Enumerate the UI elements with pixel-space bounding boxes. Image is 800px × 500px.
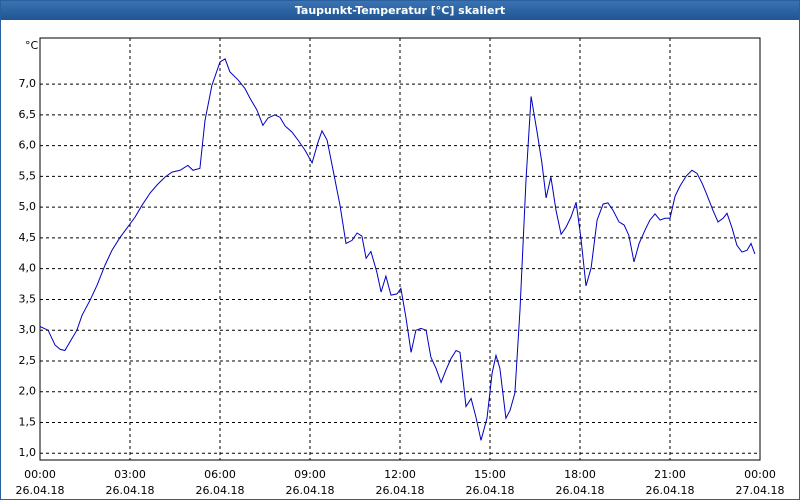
x-tick-date: 26.04.18 — [646, 484, 695, 497]
x-tick-date: 26.04.18 — [196, 484, 245, 497]
y-tick-label: 5,5 — [19, 169, 37, 182]
x-tick-date: 26.04.18 — [556, 484, 605, 497]
x-tick-date: 26.04.18 — [376, 484, 425, 497]
y-tick-label: 4,5 — [19, 231, 37, 244]
x-tick-label: 21:00 — [654, 468, 686, 481]
x-tick-label: 15:00 — [474, 468, 506, 481]
y-tick-label: 1,0 — [19, 446, 37, 459]
y-tick-label: 2,5 — [19, 354, 37, 367]
x-tick-date: 26.04.18 — [286, 484, 335, 497]
x-tick-label: 06:00 — [204, 468, 236, 481]
y-tick-label: 3,5 — [19, 292, 37, 305]
y-tick-label: 3,0 — [19, 323, 37, 336]
x-tick-date: 27.04.18 — [736, 484, 785, 497]
data-line — [39, 58, 756, 441]
x-tick-label: 03:00 — [114, 468, 146, 481]
x-tick-date: 26.04.18 — [16, 484, 65, 497]
y-tick-label: 4,0 — [19, 262, 37, 275]
x-tick-label: 12:00 — [384, 468, 416, 481]
x-tick-label: 00:00 — [24, 468, 56, 481]
x-tick-label: 18:00 — [564, 468, 596, 481]
y-tick-label: 6,5 — [19, 108, 37, 121]
y-tick-label: 1,5 — [19, 415, 37, 428]
x-tick-label: 00:00 — [744, 468, 776, 481]
x-tick-date: 26.04.18 — [466, 484, 515, 497]
title-bar: Taupunkt-Temperatur [°C] skaliert — [1, 1, 799, 20]
y-tick-label: 7,0 — [19, 77, 37, 90]
y-tick-label: 2,0 — [19, 385, 37, 398]
y-axis-unit: °C — [25, 39, 39, 52]
x-tick-label: 09:00 — [294, 468, 326, 481]
y-tick-label: 5,0 — [19, 200, 37, 213]
x-tick-date: 26.04.18 — [106, 484, 155, 497]
y-tick-label: 6,0 — [19, 139, 37, 152]
